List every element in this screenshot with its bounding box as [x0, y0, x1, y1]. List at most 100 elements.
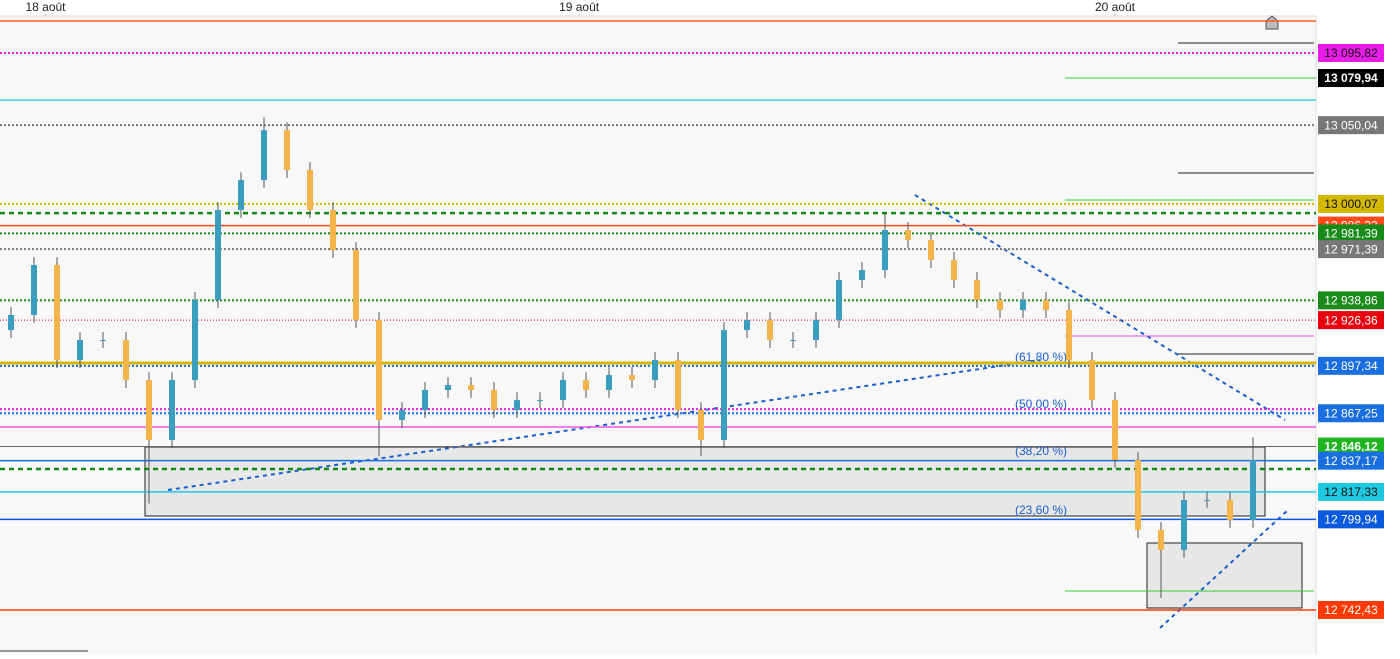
- candle-body: [790, 340, 796, 342]
- candle-body: [468, 384, 474, 391]
- candle-body: [951, 259, 957, 280]
- candle-body: [721, 330, 727, 440]
- candle-body: [169, 380, 175, 440]
- candle-body: [422, 390, 428, 411]
- candle-body: [1135, 459, 1141, 530]
- price-label-bg: [1318, 69, 1384, 88]
- price-label-bg: [1318, 194, 1384, 213]
- price-label: 12 846,12: [1324, 440, 1378, 454]
- candle-body: [1020, 300, 1026, 311]
- price-label-bg: [1318, 404, 1384, 423]
- price-label-bg: [1318, 240, 1384, 259]
- candle-body: [376, 320, 382, 420]
- candle-body: [836, 279, 842, 321]
- candle-body: [1158, 529, 1164, 550]
- candle-body: [675, 360, 681, 411]
- price-label: 12 817,33: [1324, 485, 1378, 499]
- candle-body: [77, 340, 83, 361]
- candle-body: [399, 410, 405, 420]
- zone-box: [1146, 542, 1303, 609]
- price-label-bg: [1318, 311, 1384, 330]
- candle-body: [192, 300, 198, 381]
- price-label-bg: [1318, 482, 1384, 501]
- scroll-icon[interactable]: [1265, 15, 1279, 30]
- candle-body: [997, 300, 1003, 311]
- price-label-bg: [1318, 116, 1384, 135]
- candle-body: [905, 230, 911, 241]
- price-label: 12 799,94: [1324, 513, 1378, 527]
- candle-body: [123, 340, 129, 381]
- candle-body: [353, 250, 359, 321]
- candle-body: [146, 380, 152, 440]
- candle-body: [583, 380, 589, 391]
- candle-body: [330, 210, 336, 251]
- price-label-bg: [1318, 224, 1384, 243]
- candle-body: [215, 210, 221, 301]
- candle-body: [744, 320, 750, 331]
- candle-body: [491, 390, 497, 411]
- plot-area: [0, 16, 1316, 654]
- candle-body: [537, 400, 543, 402]
- price-label-bg: [1318, 451, 1384, 470]
- price-label: 12 971,39: [1324, 242, 1378, 256]
- trend-line: [167, 359, 1041, 491]
- price-label: 12 837,17: [1324, 454, 1378, 468]
- price-label-bg: [1318, 510, 1384, 529]
- price-label: 12 981,39: [1324, 227, 1378, 241]
- x-tick-label: 18 août: [25, 0, 66, 14]
- x-tick-label: 20 août: [1095, 0, 1136, 14]
- candle-body: [652, 360, 658, 381]
- candle-body: [31, 265, 37, 315]
- candle-body: [54, 265, 60, 361]
- candle-body: [284, 130, 290, 170]
- candle-body: [238, 180, 244, 211]
- candle-body: [974, 279, 980, 301]
- fib-label: (23,60 %): [1015, 503, 1067, 517]
- candle-body: [445, 384, 451, 391]
- zone-box: [144, 446, 1266, 517]
- price-label-bg: [1318, 600, 1384, 619]
- price-label: 12 897,34: [1324, 359, 1378, 373]
- candle-body: [514, 400, 520, 411]
- candle-body: [606, 375, 612, 391]
- candle-body: [698, 410, 704, 440]
- price-label-bg: [1318, 291, 1384, 310]
- candle-body: [928, 240, 934, 260]
- fib-labels: (61,80 %) (50,00 %) (38,20 %) (23,60 %): [1015, 350, 1067, 517]
- candle-body: [1204, 500, 1210, 502]
- price-label: 12 867,25: [1324, 406, 1378, 420]
- candle-body: [1089, 360, 1095, 401]
- candle-body: [1066, 310, 1072, 361]
- candle-body: [1227, 500, 1233, 521]
- candle-body: [1043, 300, 1049, 311]
- price-label: 12 938,86: [1324, 294, 1378, 308]
- candle-body: [1250, 459, 1256, 521]
- price-label-bg: [1318, 44, 1384, 63]
- price-label-bg: [1318, 356, 1384, 375]
- candle-body: [8, 314, 14, 331]
- x-tick-label: 19 août: [559, 0, 600, 14]
- candle-body: [100, 340, 106, 342]
- candle-body: [560, 380, 566, 401]
- price-label: 13 079,94: [1324, 71, 1378, 85]
- price-label: 13 050,04: [1324, 118, 1378, 132]
- candle-body: [261, 130, 267, 181]
- candle-body: [629, 375, 635, 381]
- candle-body: [859, 270, 865, 280]
- fib-label: (38,20 %): [1015, 444, 1067, 458]
- fib-label: (61,80 %): [1015, 350, 1067, 364]
- candle-body: [882, 230, 888, 271]
- candle-body: [813, 320, 819, 341]
- candle-body: [1112, 400, 1118, 460]
- candle-body: [767, 320, 773, 341]
- fib-label: (50,00 %): [1015, 397, 1067, 411]
- candle-body: [1181, 500, 1187, 550]
- price-label-bg: [1318, 437, 1384, 456]
- price-label: 13 095,82: [1324, 46, 1378, 60]
- price-label: 12 742,43: [1324, 603, 1378, 617]
- candle-body: [307, 169, 313, 211]
- price-label: 12 926,36: [1324, 313, 1378, 327]
- trend-line: [1159, 509, 1289, 629]
- price-label: 13 000,07: [1324, 197, 1378, 211]
